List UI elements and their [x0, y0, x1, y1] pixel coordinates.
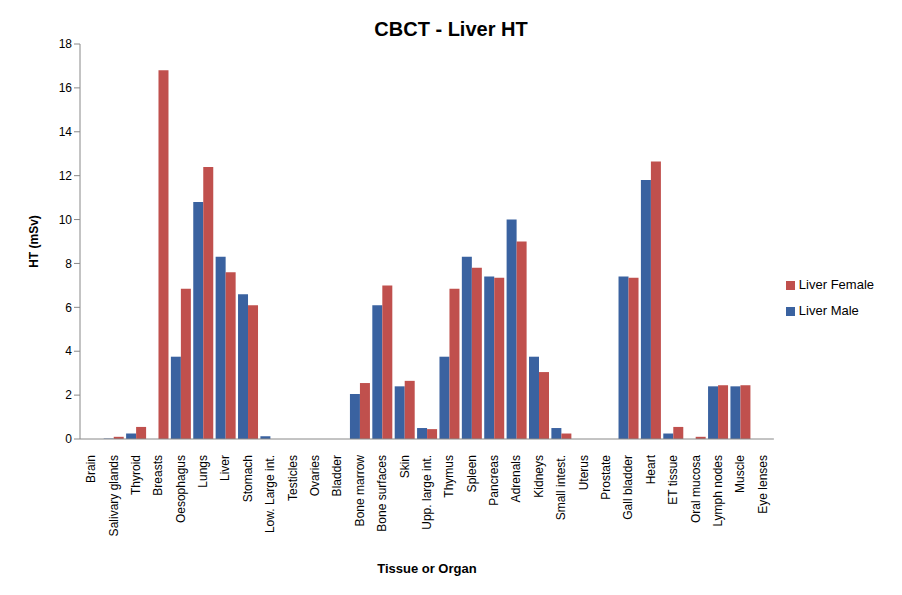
svg-text:8: 8: [65, 257, 72, 271]
svg-text:4: 4: [65, 344, 72, 358]
svg-text:Oesophagus: Oesophagus: [174, 455, 188, 523]
svg-text:Lungs: Lungs: [196, 455, 210, 488]
svg-text:Low. Large int.: Low. Large int.: [263, 455, 277, 533]
svg-text:Stomach: Stomach: [241, 455, 255, 502]
svg-text:Lymph nodes: Lymph nodes: [711, 455, 725, 527]
svg-text:Oral mucosa: Oral mucosa: [689, 455, 703, 523]
svg-text:Spleen: Spleen: [465, 455, 479, 492]
svg-text:Brain: Brain: [84, 455, 98, 483]
svg-text:Kidneys: Kidneys: [532, 455, 546, 498]
html-text:CBCT - Liver HT: CBCT - Liver HT: [374, 18, 528, 40]
svg-text:6: 6: [65, 301, 72, 315]
svg-text:HT (mSv): HT (mSv): [27, 215, 41, 268]
svg-text:0: 0: [65, 432, 72, 446]
html-text:Liver Female: Liver Female: [798, 276, 874, 292]
svg-text:Bladder: Bladder: [330, 455, 344, 496]
svg-text:18: 18: [59, 37, 73, 51]
svg-text:Bone marrow: Bone marrow: [353, 455, 367, 527]
svg-text:Small intest.: Small intest.: [554, 455, 568, 520]
svg-text:10: 10: [59, 213, 73, 227]
svg-text:Skin: Skin: [398, 455, 412, 478]
svg-text:Thyroid: Thyroid: [129, 455, 143, 495]
svg-text:Salivary glands: Salivary glands: [107, 455, 121, 536]
svg-text:Liver: Liver: [218, 455, 232, 481]
svg-text:2: 2: [65, 388, 72, 402]
svg-text:Gall bladder: Gall bladder: [621, 455, 635, 520]
svg-text:Prostate: Prostate: [599, 455, 613, 500]
svg-text:Eye lenses: Eye lenses: [756, 455, 770, 514]
svg-text:12: 12: [59, 169, 73, 183]
svg-text:Pancreas: Pancreas: [487, 455, 501, 506]
svg-text:Ovaries: Ovaries: [308, 455, 322, 496]
svg-text:Breasts: Breasts: [151, 455, 165, 496]
svg-text:Bone surfaces: Bone surfaces: [375, 455, 389, 532]
svg-text:Muscle: Muscle: [733, 455, 747, 493]
svg-text:Thymus: Thymus: [442, 455, 456, 498]
svg-text:14: 14: [59, 125, 73, 139]
svg-text:Adrenals: Adrenals: [509, 455, 523, 502]
svg-text:Upp. large int.: Upp. large int.: [420, 455, 434, 530]
svg-text:ET tissue: ET tissue: [666, 455, 680, 505]
svg-text:Tissue or Organ: Tissue or Organ: [377, 561, 477, 576]
svg-text:Uterus: Uterus: [577, 455, 591, 490]
html-text:Liver Male: Liver Male: [798, 302, 859, 318]
svg-text:Heart: Heart: [644, 454, 658, 484]
svg-text:16: 16: [59, 81, 73, 95]
svg-text:Testicles: Testicles: [286, 455, 300, 501]
